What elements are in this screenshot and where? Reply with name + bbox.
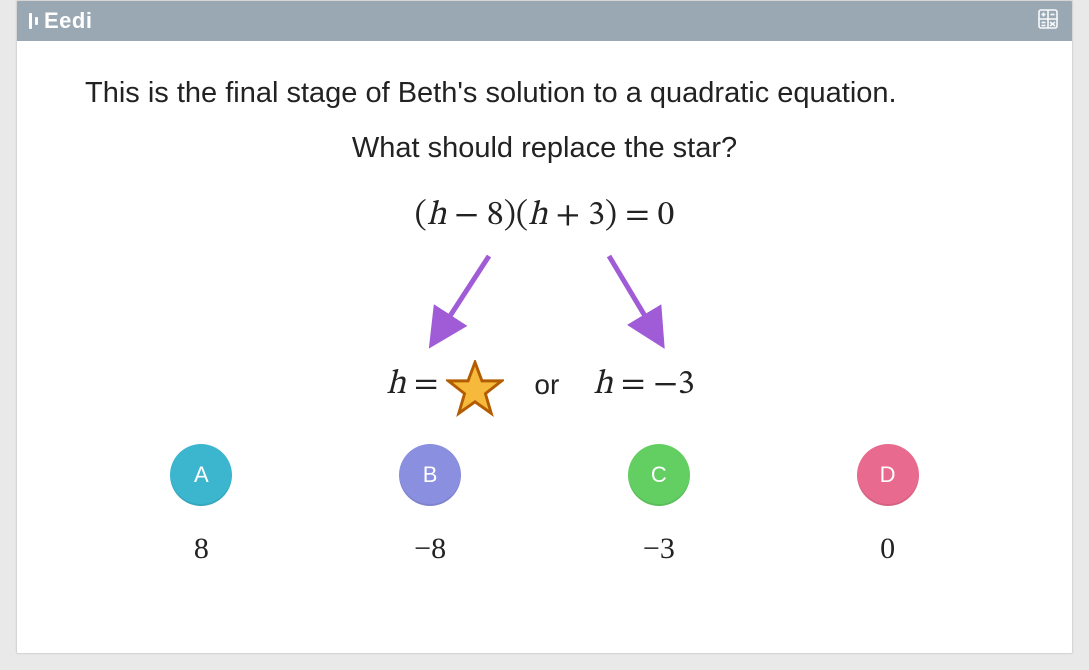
answer-letter: D bbox=[857, 444, 919, 506]
answer-letter: B bbox=[399, 444, 461, 506]
arrow-right-icon bbox=[595, 244, 685, 354]
arrow-left-icon bbox=[415, 244, 505, 354]
answer-value: −3 bbox=[643, 532, 675, 566]
answer-option-b[interactable]: B −8 bbox=[360, 444, 500, 566]
sol-right-var: h bbox=[593, 364, 613, 407]
answer-letter: C bbox=[628, 444, 690, 506]
question-text-line1: This is the final stage of Beth's soluti… bbox=[85, 77, 1032, 110]
logo-bars-icon bbox=[29, 13, 38, 29]
app-header: Eedi bbox=[17, 1, 1072, 41]
sol-right-eq: = bbox=[621, 364, 645, 407]
calculator-icon[interactable] bbox=[1036, 7, 1060, 36]
question-card: Eedi This is the final stage of Be bbox=[16, 0, 1073, 654]
sol-left-var: h bbox=[386, 364, 406, 407]
answer-option-c[interactable]: C −3 bbox=[589, 444, 729, 566]
logo-text: Eedi bbox=[44, 8, 92, 34]
question-text-line2: What should replace the star? bbox=[57, 132, 1032, 165]
or-word: or bbox=[534, 369, 559, 401]
equation: (h − 8)(h + 3) = 0 bbox=[57, 195, 1032, 238]
question-content: This is the final stage of Beth's soluti… bbox=[17, 41, 1072, 653]
split-diagram: h = or h = −3 bbox=[265, 244, 825, 424]
answer-letter: A bbox=[170, 444, 232, 506]
answer-option-a[interactable]: A8 bbox=[131, 444, 271, 566]
sol-right-val: −3 bbox=[653, 364, 694, 407]
answer-value: 8 bbox=[194, 532, 209, 566]
star-icon bbox=[446, 360, 504, 418]
app-logo: Eedi bbox=[29, 8, 92, 34]
answer-row: A8B−8C−3D0 bbox=[57, 444, 1032, 566]
answer-value: 0 bbox=[880, 532, 895, 566]
answer-value: −8 bbox=[414, 532, 446, 566]
answer-option-d[interactable]: D0 bbox=[818, 444, 958, 566]
sol-left-eq: = bbox=[414, 364, 438, 407]
